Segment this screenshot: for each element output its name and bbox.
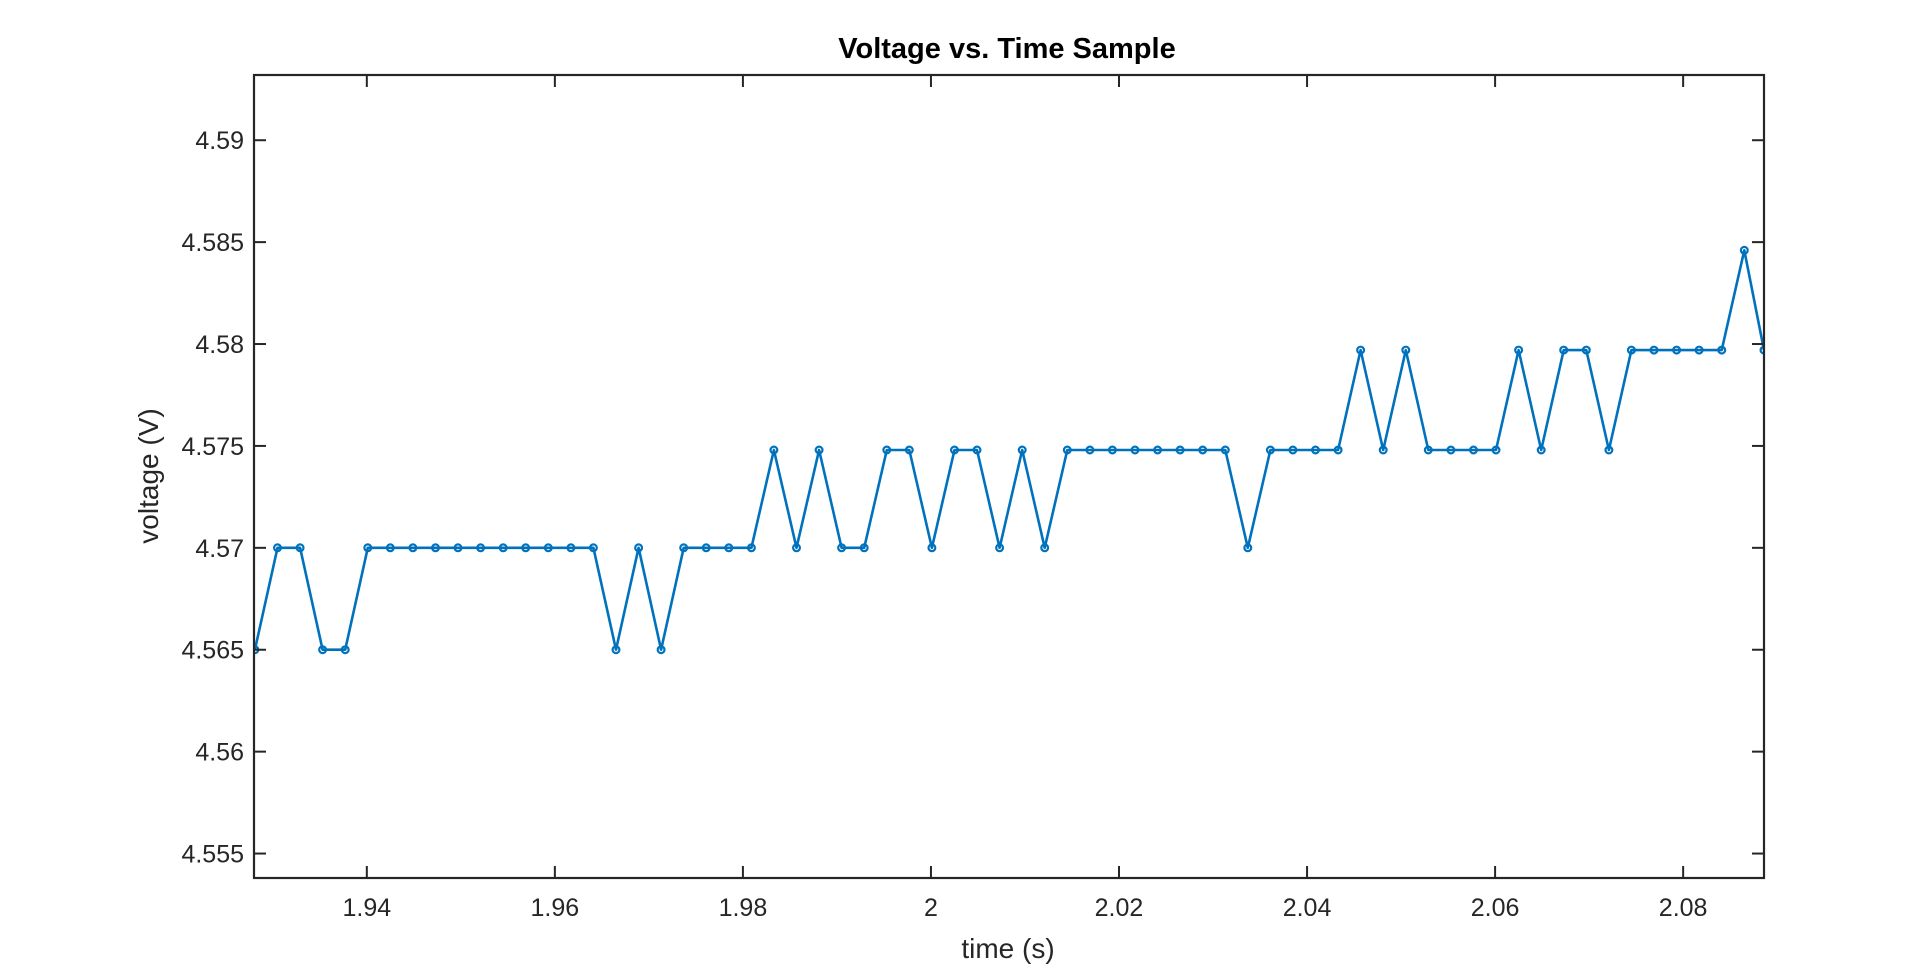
- x-tick-label: 1.98: [719, 894, 768, 922]
- data-point: [521, 543, 531, 553]
- data-point: [791, 543, 801, 553]
- data-point: [972, 445, 982, 455]
- data-point: [1536, 445, 1546, 455]
- series-group: [254, 245, 1764, 655]
- y-tick-label: 4.59: [195, 127, 244, 155]
- data-point: [1356, 345, 1366, 355]
- data-point: [273, 543, 283, 553]
- data-point: [408, 543, 418, 553]
- data-point: [995, 543, 1005, 553]
- data-point: [1175, 445, 1185, 455]
- data-point: [385, 543, 395, 553]
- data-point: [566, 543, 576, 553]
- y-tick-label: 4.565: [181, 637, 244, 665]
- data-point: [724, 543, 734, 553]
- data-point: [1514, 345, 1524, 355]
- data-point: [1423, 445, 1433, 455]
- data-point: [588, 543, 598, 553]
- data-point: [1672, 345, 1682, 355]
- data-point: [476, 543, 486, 553]
- plot-area: [254, 245, 1764, 655]
- y-tick-label: 4.575: [181, 433, 244, 461]
- data-point: [1243, 543, 1253, 553]
- data-point: [498, 543, 508, 553]
- data-point: [1288, 445, 1298, 455]
- y-tick-label: 4.58: [195, 331, 244, 359]
- data-point: [1130, 445, 1140, 455]
- data-point: [1040, 543, 1050, 553]
- data-point: [859, 543, 869, 553]
- data-point: [949, 445, 959, 455]
- y-tick-label: 4.555: [181, 841, 244, 869]
- data-point: [1446, 445, 1456, 455]
- data-point: [656, 645, 666, 655]
- data-point: [1378, 445, 1388, 455]
- data-point: [543, 543, 553, 553]
- data-point: [1107, 445, 1117, 455]
- data-point: [611, 645, 621, 655]
- data-point: [318, 645, 328, 655]
- y-tick-label: 4.56: [195, 739, 244, 767]
- data-point: [1468, 445, 1478, 455]
- data-point: [431, 543, 441, 553]
- y-tick-label: 4.585: [181, 229, 244, 257]
- data-point: [295, 543, 305, 553]
- data-point: [634, 543, 644, 553]
- data-point: [1491, 445, 1501, 455]
- x-tick-label: 2.02: [1095, 894, 1144, 922]
- data-point: [1401, 345, 1411, 355]
- data-point: [1220, 445, 1230, 455]
- data-point: [904, 445, 914, 455]
- data-point: [1649, 345, 1659, 355]
- data-point: [746, 543, 756, 553]
- x-axis-label: time (s): [961, 933, 1054, 964]
- data-point: [1694, 345, 1704, 355]
- data-point: [1265, 445, 1275, 455]
- y-tick-label: 4.57: [195, 535, 244, 563]
- x-tick-label: 1.94: [342, 894, 391, 922]
- data-point: [1581, 345, 1591, 355]
- data-point: [701, 543, 711, 553]
- data-point: [1626, 345, 1636, 355]
- data-point: [1717, 345, 1727, 355]
- data-point: [340, 645, 350, 655]
- data-point: [1198, 445, 1208, 455]
- y-axis-label: voltage (V): [133, 408, 164, 543]
- data-point: [1333, 445, 1343, 455]
- axes: 1.94 1.96 1.98 2 2.02 2.04 2.06 2.08 4.555 4.56 4.…: [181, 73, 1766, 922]
- data-point: [1604, 445, 1614, 455]
- x-tick-label: 1.96: [531, 894, 580, 922]
- axes-box: [252, 73, 1766, 880]
- data-point: [1310, 445, 1320, 455]
- data-point: [679, 543, 689, 553]
- x-tick-label: 2: [924, 894, 938, 922]
- data-point: [1559, 345, 1569, 355]
- data-point: [1085, 445, 1095, 455]
- data-point: [882, 445, 892, 455]
- data-point: [814, 445, 824, 455]
- x-tick-label: 2.04: [1283, 894, 1332, 922]
- data-point: [363, 543, 373, 553]
- data-point: [1153, 445, 1163, 455]
- data-point: [837, 543, 847, 553]
- data-point: [453, 543, 463, 553]
- chart-title: Voltage vs. Time Sample: [838, 33, 1175, 65]
- data-point: [927, 543, 937, 553]
- x-tick-label: 2.08: [1659, 894, 1708, 922]
- data-point: [1739, 245, 1749, 255]
- data-point: [1062, 445, 1072, 455]
- data-point: [769, 445, 779, 455]
- x-tick-label: 2.06: [1471, 894, 1520, 922]
- data-point: [1017, 445, 1027, 455]
